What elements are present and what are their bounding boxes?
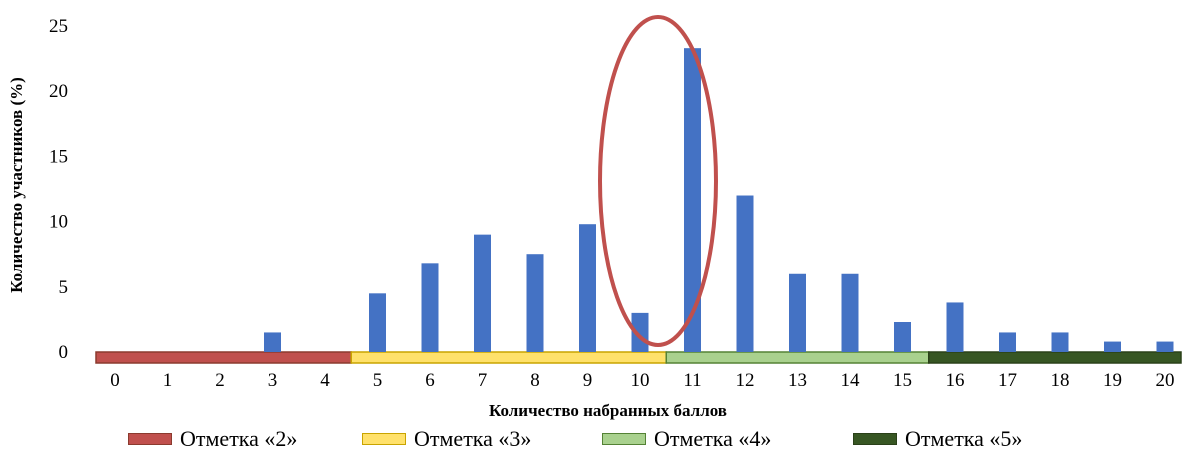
bar — [1104, 341, 1121, 352]
x-tick-label: 6 — [425, 370, 435, 391]
bar — [999, 332, 1016, 352]
legend-label: Отметка «5» — [905, 426, 1023, 451]
y-tick-label: 20 — [49, 81, 68, 102]
x-tick-label: 11 — [683, 370, 701, 391]
bar — [526, 254, 544, 352]
legend-item: Отметка «3» — [362, 424, 531, 454]
legend-swatch — [602, 433, 646, 445]
y-tick-label: 25 — [49, 16, 68, 37]
x-tick-label: 10 — [631, 370, 650, 391]
legend-label: Отметка «3» — [414, 426, 532, 451]
legend-label: Отметка «2» — [180, 426, 298, 451]
x-tick-label: 12 — [736, 370, 755, 391]
bar — [946, 302, 964, 352]
x-tick-label: 15 — [893, 370, 912, 391]
bar — [1051, 332, 1069, 352]
x-tick-label: 9 — [583, 370, 593, 391]
y-axis-title: Количество участников (%) — [7, 77, 26, 293]
x-tick-label: 3 — [268, 370, 278, 391]
y-axis-ticks: 0 5 10 15 20 25 — [49, 16, 68, 363]
x-tick-label: 17 — [998, 370, 1017, 391]
x-tick-label: 2 — [215, 370, 225, 391]
x-tick-label: 4 — [320, 370, 330, 391]
legend: Отметка «2» Отметка «3» Отметка «4» Отметка… — [0, 424, 1184, 454]
legend-item: Отметка «2» — [128, 424, 297, 454]
x-tick-label: 5 — [373, 370, 383, 391]
legend-swatch — [362, 433, 406, 445]
y-tick-label: 0 — [59, 342, 69, 363]
grade-band — [928, 351, 1182, 364]
x-tick-label: 18 — [1051, 370, 1070, 391]
legend-swatch — [128, 433, 172, 445]
x-tick-label: 16 — [946, 370, 965, 391]
x-tick-label: 8 — [530, 370, 540, 391]
y-tick-label: 5 — [59, 277, 69, 298]
x-tick-label: 19 — [1103, 370, 1122, 391]
legend-item: Отметка «5» — [853, 424, 1022, 454]
bar — [841, 273, 859, 352]
legend-label: Отметка «4» — [654, 426, 772, 451]
bar — [789, 273, 806, 352]
x-tick-label: 1 — [163, 370, 173, 391]
bar — [579, 224, 596, 352]
x-tick-label: 13 — [788, 370, 807, 391]
x-axis-ticks: 0 1 2 3 4 5 6 7 8 9 10 11 12 13 14 15 16 17 18 19 20 — [110, 370, 1174, 391]
x-tick-label: 20 — [1156, 370, 1175, 391]
bar — [421, 263, 439, 352]
y-tick-label: 15 — [49, 146, 68, 167]
x-tick-label: 0 — [110, 370, 120, 391]
x-tick-label: 14 — [841, 370, 861, 391]
y-tick-label: 10 — [49, 212, 68, 233]
bar — [264, 332, 281, 352]
grade-band — [665, 351, 930, 364]
grade-bands — [95, 351, 1182, 364]
bar — [1156, 341, 1174, 352]
x-axis-title: Количество набранных баллов — [489, 401, 727, 420]
bar — [474, 234, 491, 352]
grade-band — [350, 351, 667, 364]
bar — [736, 195, 754, 352]
grade-band — [95, 351, 352, 364]
legend-item: Отметка «4» — [602, 424, 771, 454]
bar — [684, 48, 701, 352]
legend-swatch — [853, 433, 897, 445]
bars — [264, 48, 1174, 352]
highlight-ellipse — [598, 15, 718, 347]
bar — [369, 293, 386, 352]
bar — [894, 322, 911, 352]
x-tick-label: 7 — [478, 370, 488, 391]
